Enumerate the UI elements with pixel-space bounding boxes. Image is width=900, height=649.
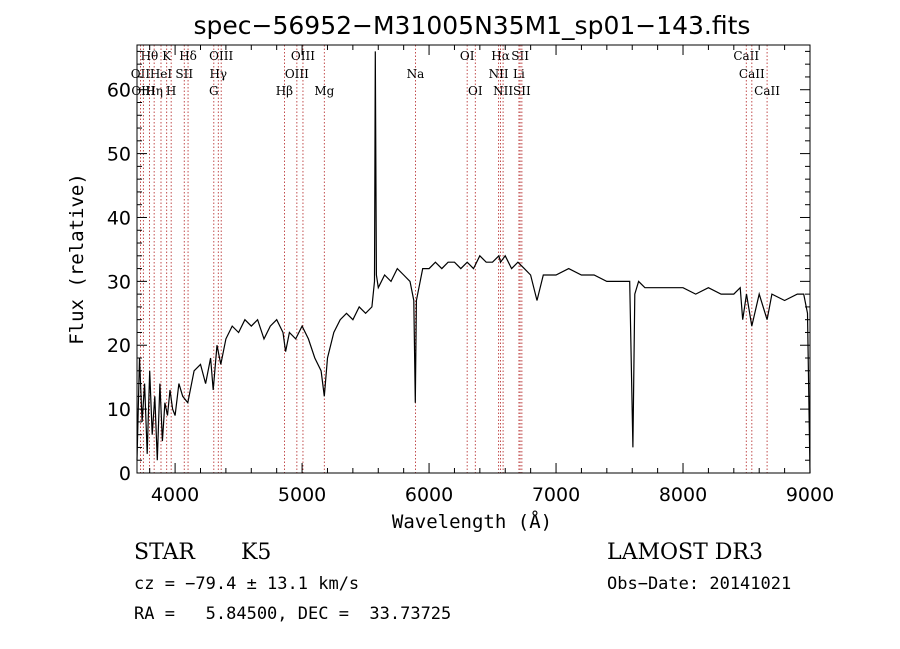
marker-label: OIII — [285, 67, 309, 81]
marker-label: Na — [407, 67, 425, 81]
marker-label: H — [166, 84, 176, 98]
observation-date: Obs−Date: 20141021 — [607, 574, 792, 594]
marker-label: Hβ — [276, 84, 293, 98]
axis-ticks: 4000 5000 6000 7000 8000 9000 0 10 20 30 40 50 60 — [107, 45, 834, 506]
x-tick-label: 8000 — [659, 484, 707, 506]
marker-label: NII — [493, 84, 513, 98]
y-tick-label: 0 — [119, 463, 131, 485]
marker-label: NII — [489, 67, 509, 81]
x-axis-title: Wavelength (Å) — [392, 510, 552, 533]
x-tick-label: 9000 — [786, 484, 834, 506]
marker-label: Hα — [491, 49, 510, 63]
y-tick-label: 10 — [107, 399, 131, 421]
marker-label: Li — [513, 67, 525, 81]
marker-label: CaII — [733, 49, 759, 63]
y-tick-label: 30 — [107, 271, 131, 293]
marker-label: SII — [513, 84, 531, 98]
marker-label: OI — [468, 84, 483, 98]
marker-label: OIII — [291, 49, 315, 63]
x-tick-label: 7000 — [532, 484, 580, 506]
marker-label: HeI — [150, 67, 173, 81]
sky-coordinates: RA = 5.84500, DEC = 33.73725 — [134, 604, 452, 624]
marker-label: Hη — [145, 84, 163, 98]
plot-frame — [136, 44, 811, 474]
y-tick-label: 60 — [107, 80, 131, 102]
y-tick-label: 40 — [107, 207, 131, 229]
object-subclass: K5 — [241, 540, 272, 565]
x-tick-label: 4000 — [151, 484, 199, 506]
marker-label: SII — [175, 67, 193, 81]
y-tick-label: 50 — [107, 144, 131, 166]
spectrum-line — [136, 51, 811, 474]
marker-label: SII — [511, 49, 529, 63]
marker-label: OIII — [209, 49, 233, 63]
marker-label: G — [209, 84, 219, 98]
object-class: STAR — [134, 540, 195, 565]
y-tick-label: 20 — [107, 335, 131, 357]
marker-label: Hδ — [179, 49, 197, 63]
marker-label: Mg — [314, 84, 334, 98]
x-tick-label: 5000 — [278, 484, 326, 506]
x-tick-label: 6000 — [405, 484, 453, 506]
marker-label: K — [162, 49, 172, 63]
chart-title: spec−56952−M31005N35M1_sp01−143.fits — [194, 11, 751, 40]
marker-label: CaII — [754, 84, 780, 98]
redshift-velocity: cz = −79.4 ± 13.1 km/s — [134, 574, 360, 594]
marker-label: Hγ — [209, 67, 227, 81]
y-axis-title: Flux (relative) — [66, 173, 88, 345]
marker-label: CaII — [739, 67, 765, 81]
marker-label: OII — [131, 67, 151, 81]
survey-name: LAMOST DR3 — [607, 540, 763, 565]
marker-label: OI — [460, 49, 475, 63]
